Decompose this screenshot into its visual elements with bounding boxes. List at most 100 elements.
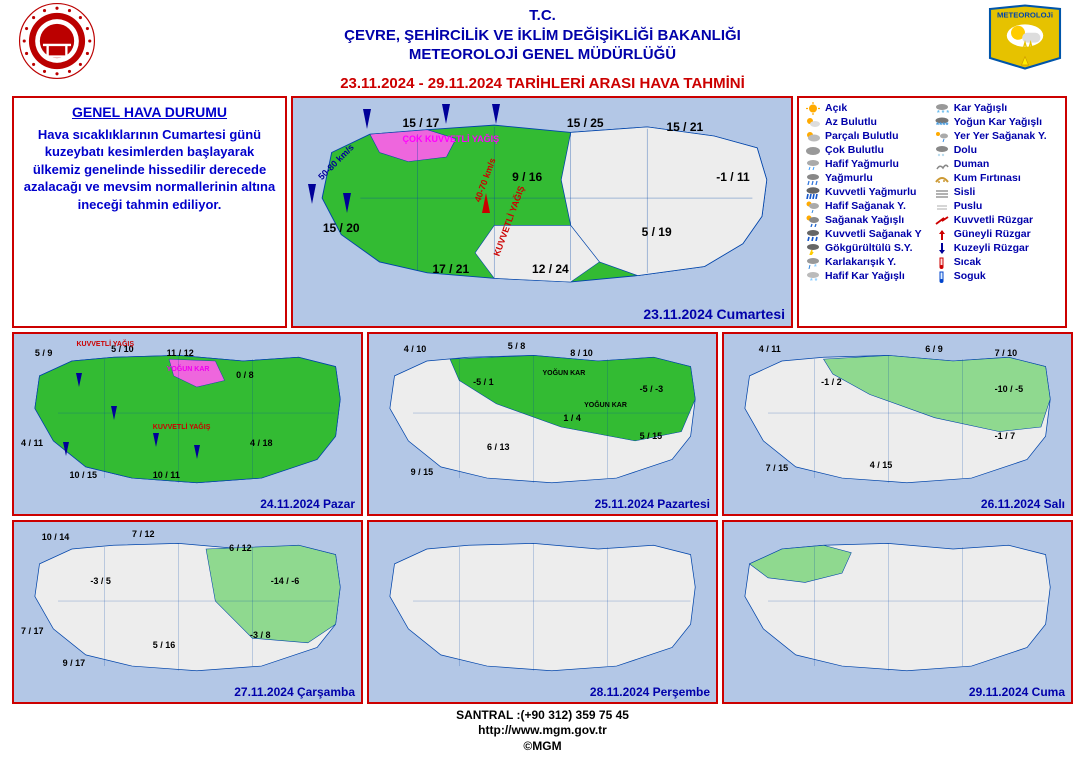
day-date-label: 28.11.2024 Perşembe bbox=[590, 685, 710, 699]
legend-label: Kar Yağışlı bbox=[954, 102, 1008, 114]
footer: SANTRAL :(+90 312) 359 75 45 http://www.… bbox=[0, 704, 1085, 755]
temperature-label: -3 / 8 bbox=[250, 630, 271, 640]
legend-item: *Karlakarışık Y. bbox=[805, 256, 922, 269]
north-wind-arrow-icon bbox=[111, 406, 117, 420]
temperature-label: 4 / 10 bbox=[404, 344, 427, 354]
north-wind-arrow-icon bbox=[363, 109, 371, 129]
temperature-label: 10 / 14 bbox=[42, 532, 70, 542]
main-map-panel: 23.11.2024 Cumartesi 15 / 1715 / 2515 / … bbox=[291, 96, 793, 328]
svg-text:* * *: * * * bbox=[937, 110, 949, 115]
temperature-label: 6 / 12 bbox=[229, 543, 252, 553]
day-panel: 27.11.2024 Çarşamba10 / 147 / 126 / 12-3… bbox=[12, 520, 363, 704]
header-date-range: 23.11.2024 - 29.11.2024 TARİHLERİ ARASI … bbox=[0, 75, 1085, 92]
temperature-label: 9 / 16 bbox=[512, 170, 542, 184]
legend-label: Parçalı Bulutlu bbox=[825, 130, 899, 142]
header-line1: T.C. bbox=[0, 6, 1085, 26]
snow-icon: * * * bbox=[934, 102, 950, 115]
scatshower-icon bbox=[934, 130, 950, 143]
arrowN-icon bbox=[934, 242, 950, 255]
temperature-label: 17 / 21 bbox=[432, 262, 469, 276]
legend-label: Kuvvetli Rüzgar bbox=[954, 214, 1033, 226]
temperature-label: -3 / 5 bbox=[90, 576, 111, 586]
temperature-label: 5 / 15 bbox=[640, 431, 663, 441]
header-line2: ÇEVRE, ŞEHİRCİLİK VE İKLİM DEĞİŞİKLİĞİ B… bbox=[0, 26, 1085, 46]
turkey-map bbox=[376, 536, 709, 680]
legend-label: Hafif Yağmurlu bbox=[825, 158, 899, 170]
legend-label: Duman bbox=[954, 158, 990, 170]
temperature-label: 5 / 9 bbox=[35, 348, 53, 358]
lightrain-icon bbox=[805, 158, 821, 171]
temperature-label: 1 / 4 bbox=[563, 413, 581, 423]
footer-copyright: ©MGM bbox=[0, 739, 1085, 755]
legend-label: Sisli bbox=[954, 186, 976, 198]
arrowS-icon bbox=[934, 228, 950, 241]
rain-icon bbox=[805, 172, 821, 185]
temperature-label: 6 / 13 bbox=[487, 442, 510, 452]
day-date-label: 24.11.2024 Pazar bbox=[260, 497, 355, 511]
legend-label: Açık bbox=[825, 102, 847, 114]
days-grid: 24.11.2024 Pazar5 / 95 / 1011 / 120 / 84… bbox=[0, 328, 1085, 704]
smoke-icon bbox=[934, 158, 950, 171]
temperature-label: -1 / 11 bbox=[716, 170, 749, 184]
legend-label: Karlakarışık Y. bbox=[825, 256, 896, 268]
legend-item: Sıcak bbox=[934, 256, 1047, 269]
day-panel: 29.11.2024 Cuma bbox=[722, 520, 1073, 704]
legend-item: Güneyli Rüzgar bbox=[934, 228, 1047, 241]
temperature-label: 5 / 19 bbox=[642, 225, 672, 239]
legend-item: Soguk bbox=[934, 270, 1047, 283]
sandstorm-icon bbox=[934, 172, 950, 185]
legend-item: Puslu bbox=[934, 200, 1047, 213]
legend-label: Kuvvetli Sağanak Y bbox=[825, 228, 922, 240]
legend-item: ****Yoğun Kar Yağışlı bbox=[934, 116, 1047, 129]
temperature-label: 6 / 9 bbox=[925, 344, 943, 354]
hot-icon bbox=[934, 256, 950, 269]
svg-text:* *: * * bbox=[810, 278, 818, 283]
svg-text:****: **** bbox=[936, 121, 949, 129]
temperature-label: 4 / 11 bbox=[21, 438, 43, 448]
legend-item: Duman bbox=[934, 158, 1047, 171]
temperature-label: 4 / 18 bbox=[250, 438, 273, 448]
day-date-label: 27.11.2024 Çarşamba bbox=[234, 685, 355, 699]
warning-label: YOĞUN KAR bbox=[167, 366, 210, 373]
footer-phone: SANTRAL :(+90 312) 359 75 45 bbox=[0, 708, 1085, 724]
temperature-label: 5 / 16 bbox=[153, 640, 176, 650]
legend-item: Sağanak Yağışlı bbox=[805, 214, 922, 227]
legend-item: Yer Yer Sağanak Y. bbox=[934, 130, 1047, 143]
temperature-label: 8 / 10 bbox=[570, 348, 593, 358]
legend-label: Sıcak bbox=[954, 256, 981, 268]
overview-title: GENEL HAVA DURUMU bbox=[20, 104, 279, 120]
north-wind-arrow-icon bbox=[153, 433, 159, 447]
temperature-label: -5 / 1 bbox=[473, 377, 494, 387]
legend-label: Soguk bbox=[954, 270, 986, 282]
mist-icon bbox=[934, 200, 950, 213]
temperature-label: 11 / 12 bbox=[167, 348, 194, 358]
legend-label: Yer Yer Sağanak Y. bbox=[954, 130, 1047, 142]
legend-col2: * * * Kar Yağışlı ****Yoğun Kar YağışlıYer… bbox=[934, 102, 1047, 283]
hail-icon bbox=[934, 144, 950, 157]
temperature-label: 15 / 25 bbox=[567, 116, 604, 130]
day-date-label: 29.11.2024 Cuma bbox=[969, 685, 1065, 699]
legend-label: Kum Fırtınası bbox=[954, 172, 1021, 184]
day-panel: 25.11.2024 Pazartesi4 / 105 / 88 / 10-5 … bbox=[367, 332, 718, 516]
legend-label: Sağanak Yağışlı bbox=[825, 214, 904, 226]
warning-label: YOĞUN KAR bbox=[543, 370, 586, 377]
warning-label: KUVVETLİ YAĞIŞ bbox=[76, 341, 134, 348]
temperature-label: -1 / 2 bbox=[821, 377, 842, 387]
heavyrain-icon bbox=[805, 186, 821, 199]
temperature-label: -14 / -6 bbox=[271, 576, 300, 586]
north-wind-arrow-icon bbox=[343, 193, 351, 213]
warning-label: YOĞUN KAR bbox=[584, 402, 627, 409]
legend-item: Kuvvetli Rüzgar bbox=[934, 214, 1047, 227]
legend-item: Kuzeyli Rüzgar bbox=[934, 242, 1047, 255]
legend-item: Dolu bbox=[934, 144, 1047, 157]
north-wind-arrow-icon bbox=[308, 184, 316, 204]
windred-icon bbox=[934, 214, 950, 227]
fog-icon bbox=[934, 186, 950, 199]
legend-label: Puslu bbox=[954, 200, 983, 212]
legend-item: Az Bulutlu bbox=[805, 116, 922, 129]
day-date-label: 26.11.2024 Salı bbox=[981, 497, 1065, 511]
temperature-label: 9 / 17 bbox=[63, 658, 86, 668]
legend-item: Hafif Sağanak Y. bbox=[805, 200, 922, 213]
day-panel: 24.11.2024 Pazar5 / 95 / 1011 / 120 / 84… bbox=[12, 332, 363, 516]
legend-label: Yağmurlu bbox=[825, 172, 873, 184]
